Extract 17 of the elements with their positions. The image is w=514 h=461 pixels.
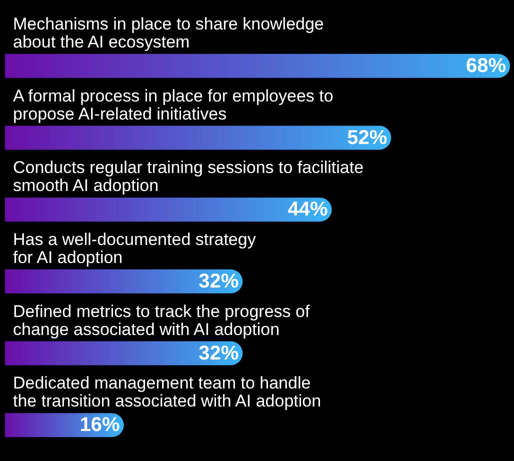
y-tick-label: A formal process in place for employees to propose AI-related initiatives [13, 86, 334, 124]
data-label: 52% [347, 126, 388, 149]
bar [5, 54, 510, 78]
data-label: 32% [198, 270, 239, 292]
data-label: 32% [198, 342, 239, 364]
bar [5, 198, 332, 222]
bar [5, 341, 243, 366]
y-tick-label: Mechanisms in place to share knowledge about the AI ecosystem [13, 14, 324, 52]
bar [5, 126, 392, 150]
y-tick-label: Has a well-documented strategy for AI adoption [13, 230, 256, 267]
y-tick-label: Conducts regular training sessions to facilitiate smooth AI adoption [13, 158, 364, 196]
data-label: 16% [80, 414, 120, 436]
y-tick-label: Dedicated management team to handle the transition associated with AI adoption [13, 374, 322, 411]
bar [5, 269, 243, 294]
y-tick-label: Defined metrics to track the progress of change associated with AI adoption [13, 302, 310, 339]
data-label: 68% [466, 54, 506, 77]
data-label: 44% [288, 198, 328, 221]
